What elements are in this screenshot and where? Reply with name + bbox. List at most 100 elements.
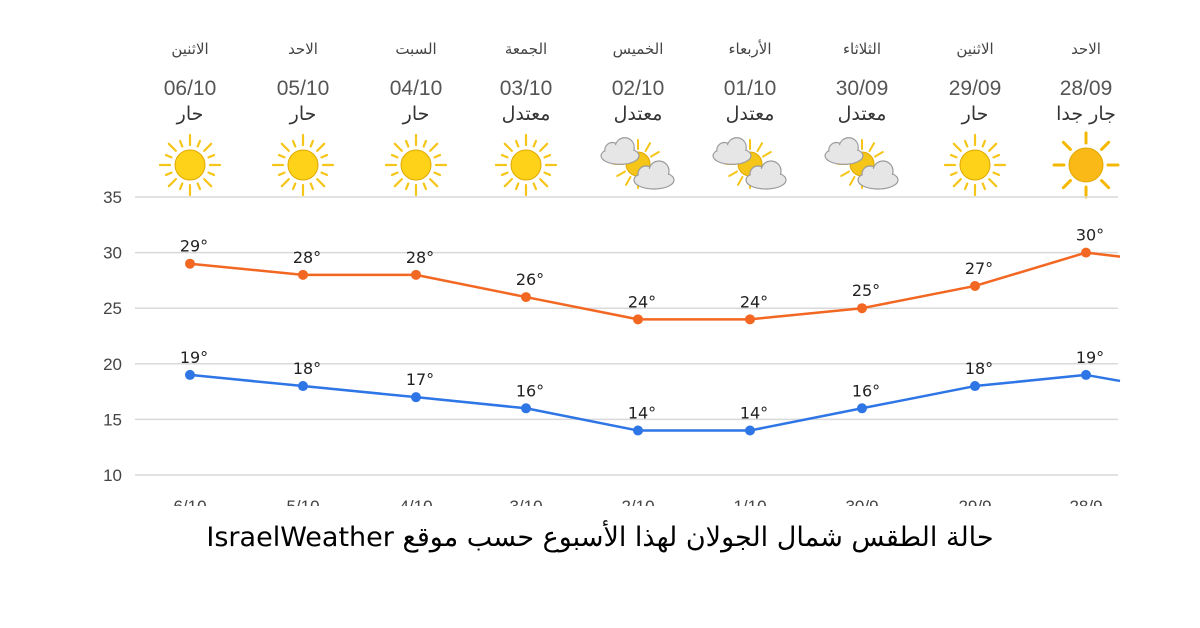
data-point-high [970,280,980,291]
day-name: السبت [395,40,437,58]
day-date: 02/10 [611,77,665,100]
data-point-low [633,425,643,436]
data-label-low: 14° [628,404,656,423]
forecast-strip: الاثنين 06/10 حار الاحد 05/10 حار السبت 04/10 حا… [0,0,1200,200]
day-date: 05/10 [276,77,330,100]
x-tick-label: 2/10 [621,497,654,516]
data-label-low: 16° [852,381,880,400]
day-name: الاثنين [956,40,994,58]
forecast-day: الاحد 05/10 حار [248,0,358,200]
forecast-day: الأربعاء 01/10 معتدل [695,0,805,200]
day-name: الخميس [612,40,664,58]
y-tick-label: 15 [103,410,122,429]
day-condition: معتدل [613,103,663,125]
day-date: 04/10 [389,77,443,100]
day-date: 30/09 [835,77,889,100]
data-label-high: 24° [628,292,656,311]
sun-icon [935,130,1015,200]
day-date: 01/10 [723,77,777,100]
forecast-day: الاثنين 06/10 حار [135,0,245,200]
data-point-high [633,314,643,325]
day-name: الاحد [288,40,318,58]
day-condition: حار [961,103,989,125]
forecast-day: الاثنين 29/09 حار [920,0,1030,200]
hot-sun-icon [1046,130,1126,200]
forecast-day: الثلاثاء 30/09 معتدل [807,0,917,200]
data-label-high: 25° [852,281,880,300]
x-tick-label: 3/10 [509,497,542,516]
day-condition: حار [176,103,204,125]
forecast-day: الجمعة 03/10 معتدل [471,0,581,200]
data-point-high [745,314,755,325]
data-label-high: 26° [516,270,544,289]
day-date: 06/10 [163,77,217,100]
y-tick-label: 10 [103,466,122,485]
data-point-high [521,292,531,303]
data-point-high [857,303,867,314]
forecast-day: السبت 04/10 حار [361,0,471,200]
caption: حالة الطقس شمال الجولان لهذا الأسبوع حسب… [206,522,994,553]
day-name: الثلاثاء [842,40,881,58]
day-name: الأربعاء [728,40,772,58]
x-tick-label: 6/10 [173,497,206,516]
sun-icon [376,130,456,200]
forecast-day: الاحد 28/09 جار جدا [1031,0,1141,200]
data-label-high: 24° [740,292,768,311]
day-condition: حار [402,103,430,125]
x-tick-label: 30/9 [845,497,878,516]
partly-cloudy-icon [598,130,678,200]
data-point-high [298,269,308,280]
x-tick-label: 28/9 [1069,497,1102,516]
day-date: 29/09 [948,77,1002,100]
day-condition: معتدل [725,103,775,125]
data-point-low [970,381,980,392]
day-date: 03/10 [499,77,553,100]
data-point-low [411,392,421,403]
partly-cloudy-icon [822,130,902,200]
data-label-low: 16° [516,381,544,400]
day-condition: معتدل [837,103,887,125]
data-label-low: 17° [406,370,434,389]
data-label-high: 30° [1076,226,1104,245]
data-point-low [1081,369,1091,380]
data-label-high: 28° [293,248,321,267]
sun-icon [150,130,230,200]
partly-cloudy-icon [710,130,790,200]
day-date: 28/09 [1059,77,1113,100]
data-point-low [857,403,867,414]
data-label-low: 19° [1076,348,1104,367]
day-name: الاثنين [171,40,209,58]
data-point-low [185,369,195,380]
forecast-day: الخميس 02/10 معتدل [583,0,693,200]
series-line-high [189,251,1121,321]
sun-icon [486,130,566,200]
y-tick-label: 25 [103,299,122,318]
x-tick-label: 5/10 [286,497,319,516]
day-name: الاحد [1071,40,1101,58]
x-tick-label: 29/9 [958,497,991,516]
day-condition: حار [289,103,317,125]
data-point-low [298,381,308,392]
x-tick-label: 1/10 [733,497,766,516]
temperature-chart: 35 30 25 20 15 10 6/10 5/10 4/10 3/10 2/10 1/10 30/9… [103,188,1121,516]
data-point-high [1081,247,1091,258]
series-line-low [189,373,1121,432]
data-label-high: 27° [965,259,993,278]
data-point-high [411,269,421,280]
data-label-low: 19° [180,348,208,367]
day-name: الجمعة [504,40,548,58]
data-label-high: 29° [180,237,208,256]
x-tick-label: 4/10 [399,497,432,516]
data-label-low: 18° [293,359,321,378]
y-tick-label: 30 [103,244,122,263]
data-point-high [185,258,195,269]
sun-icon [263,130,343,200]
day-condition: جار جدا [1056,103,1116,125]
day-condition: معتدل [501,103,551,125]
data-label-high: 28° [406,248,434,267]
data-label-low: 14° [740,404,768,423]
data-label-low: 18° [965,359,993,378]
y-tick-label: 35 [103,188,122,207]
data-point-low [521,403,531,414]
y-tick-label: 20 [103,355,122,374]
